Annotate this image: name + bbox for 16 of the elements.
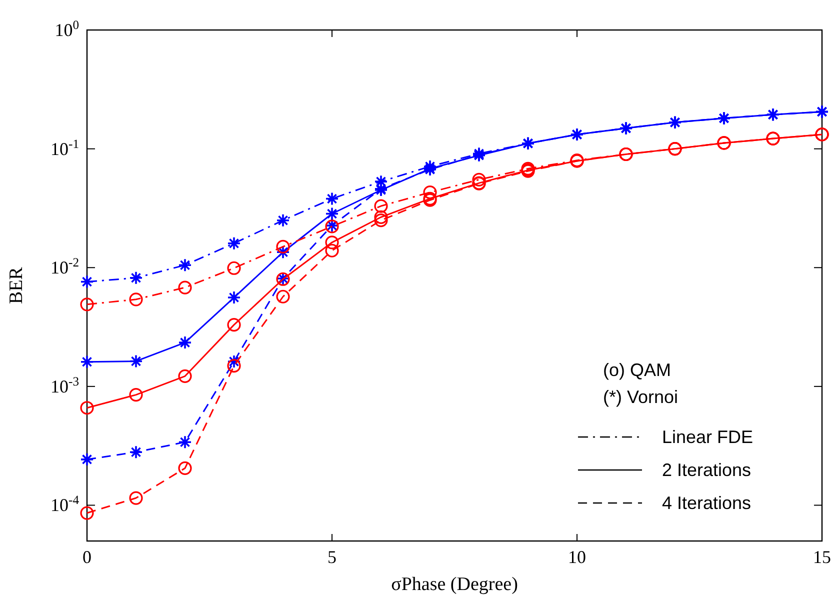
x-tick-label: 15: [813, 547, 831, 567]
annotation: Linear FDE: [662, 427, 754, 447]
y-tick-label: 10$^{0}$: [54, 18, 79, 40]
y-tick-label: 10$^{-2}$: [50, 256, 79, 278]
x-tick-label: 0: [82, 547, 92, 567]
y-tick-label: 10$^{-3}$: [50, 374, 79, 396]
annotation: 2 Iterations: [662, 460, 752, 480]
y-tick-label: 10$^{-4}$: [50, 493, 80, 516]
annotation: (*) Vornoi: [603, 387, 678, 407]
y-axis-title: BER: [6, 266, 27, 304]
x-tick-label: 10: [568, 547, 586, 567]
x-tick-label: 5: [328, 547, 336, 567]
y-tick-label: 10$^{-1}$: [50, 136, 79, 159]
annotation: (o) QAM: [603, 360, 672, 380]
annotation: 4 Iterations: [662, 493, 752, 513]
x-axis-title: σPhase (Degree): [391, 574, 518, 595]
